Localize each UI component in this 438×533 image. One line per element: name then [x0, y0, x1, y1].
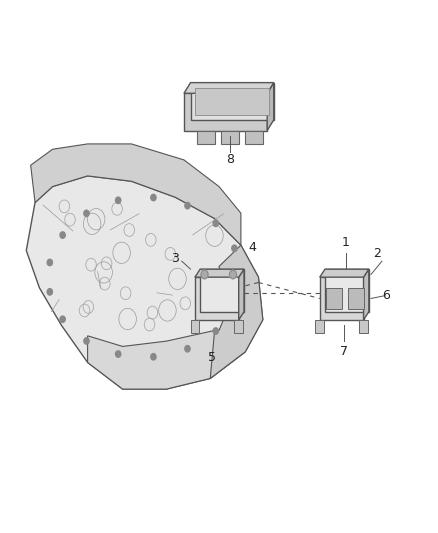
Circle shape: [232, 303, 237, 309]
Polygon shape: [191, 320, 199, 333]
Text: 1: 1: [342, 236, 350, 249]
Polygon shape: [31, 144, 241, 245]
Polygon shape: [197, 131, 215, 144]
Text: 8: 8: [226, 154, 234, 166]
Polygon shape: [239, 269, 244, 320]
Circle shape: [185, 203, 190, 209]
Polygon shape: [191, 83, 274, 120]
Polygon shape: [195, 88, 269, 115]
Text: 7: 7: [340, 345, 348, 358]
Polygon shape: [325, 269, 369, 312]
Circle shape: [116, 351, 121, 357]
Circle shape: [230, 270, 237, 279]
Circle shape: [116, 197, 121, 204]
Circle shape: [213, 220, 219, 227]
Circle shape: [151, 353, 156, 360]
Circle shape: [60, 316, 65, 322]
Polygon shape: [315, 320, 324, 333]
Circle shape: [60, 232, 65, 238]
Polygon shape: [267, 83, 274, 131]
Text: 4: 4: [249, 241, 257, 254]
Circle shape: [47, 259, 53, 265]
Circle shape: [151, 195, 156, 201]
Polygon shape: [26, 176, 263, 389]
Text: 6: 6: [382, 289, 390, 302]
Text: 3: 3: [171, 252, 179, 265]
Polygon shape: [195, 269, 244, 277]
Polygon shape: [88, 330, 245, 389]
Circle shape: [84, 210, 89, 216]
Polygon shape: [359, 320, 368, 333]
Circle shape: [185, 345, 190, 352]
Polygon shape: [245, 131, 263, 144]
Polygon shape: [348, 288, 364, 309]
Circle shape: [238, 274, 244, 280]
Polygon shape: [184, 93, 267, 131]
Polygon shape: [184, 83, 274, 93]
Polygon shape: [326, 288, 342, 309]
Circle shape: [213, 328, 219, 334]
Polygon shape: [320, 277, 364, 320]
Circle shape: [238, 274, 244, 280]
Polygon shape: [320, 269, 369, 277]
Circle shape: [232, 245, 237, 252]
Text: 2: 2: [374, 247, 381, 260]
Polygon shape: [364, 269, 369, 320]
Circle shape: [47, 289, 53, 295]
Circle shape: [84, 338, 89, 344]
Polygon shape: [221, 131, 239, 144]
Text: 5: 5: [208, 351, 216, 364]
Polygon shape: [200, 269, 244, 312]
Polygon shape: [210, 245, 263, 378]
Polygon shape: [234, 320, 243, 333]
Polygon shape: [195, 277, 239, 320]
Circle shape: [201, 270, 208, 279]
